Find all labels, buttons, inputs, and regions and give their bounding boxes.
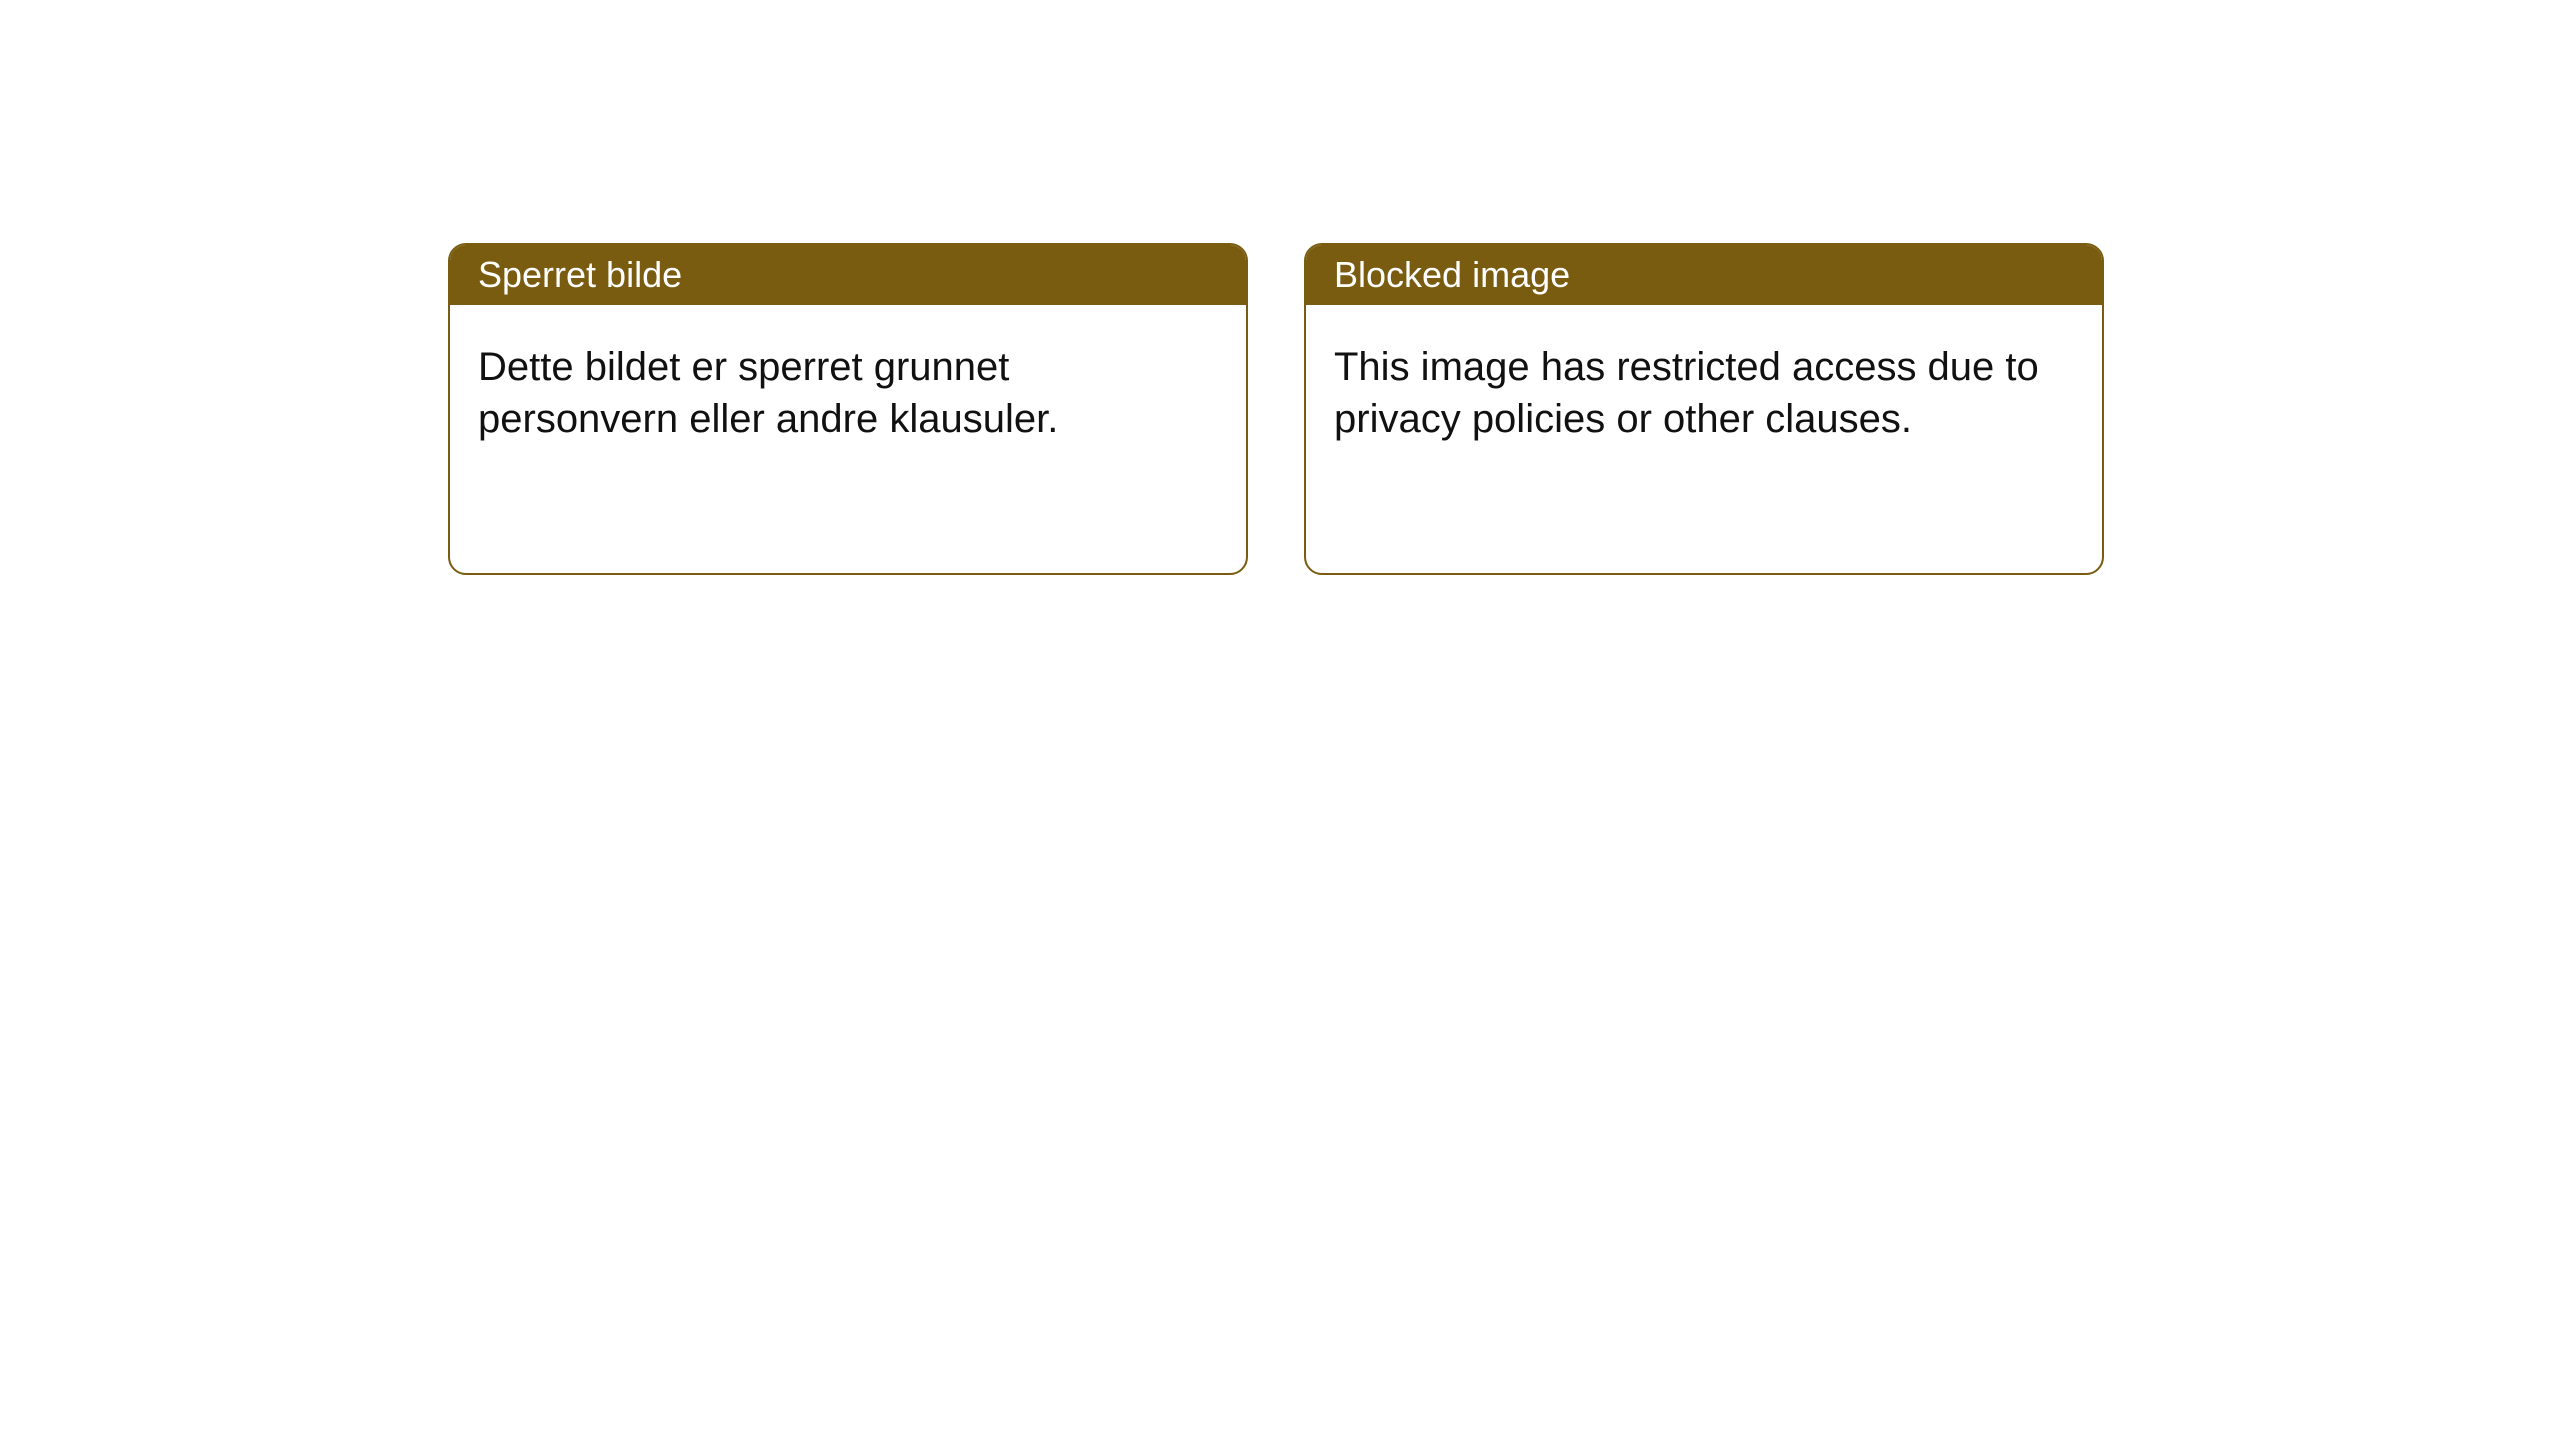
page-canvas: Sperret bilde Dette bildet er sperret gr…: [0, 0, 2560, 1440]
notice-header-no: Sperret bilde: [450, 245, 1246, 305]
notice-body-en: This image has restricted access due to …: [1306, 305, 2102, 573]
notice-row: Sperret bilde Dette bildet er sperret gr…: [448, 243, 2104, 575]
notice-header-en: Blocked image: [1306, 245, 2102, 305]
notice-body-no: Dette bildet er sperret grunnet personve…: [450, 305, 1246, 573]
notice-card-en: Blocked image This image has restricted …: [1304, 243, 2104, 575]
notice-card-no: Sperret bilde Dette bildet er sperret gr…: [448, 243, 1248, 575]
